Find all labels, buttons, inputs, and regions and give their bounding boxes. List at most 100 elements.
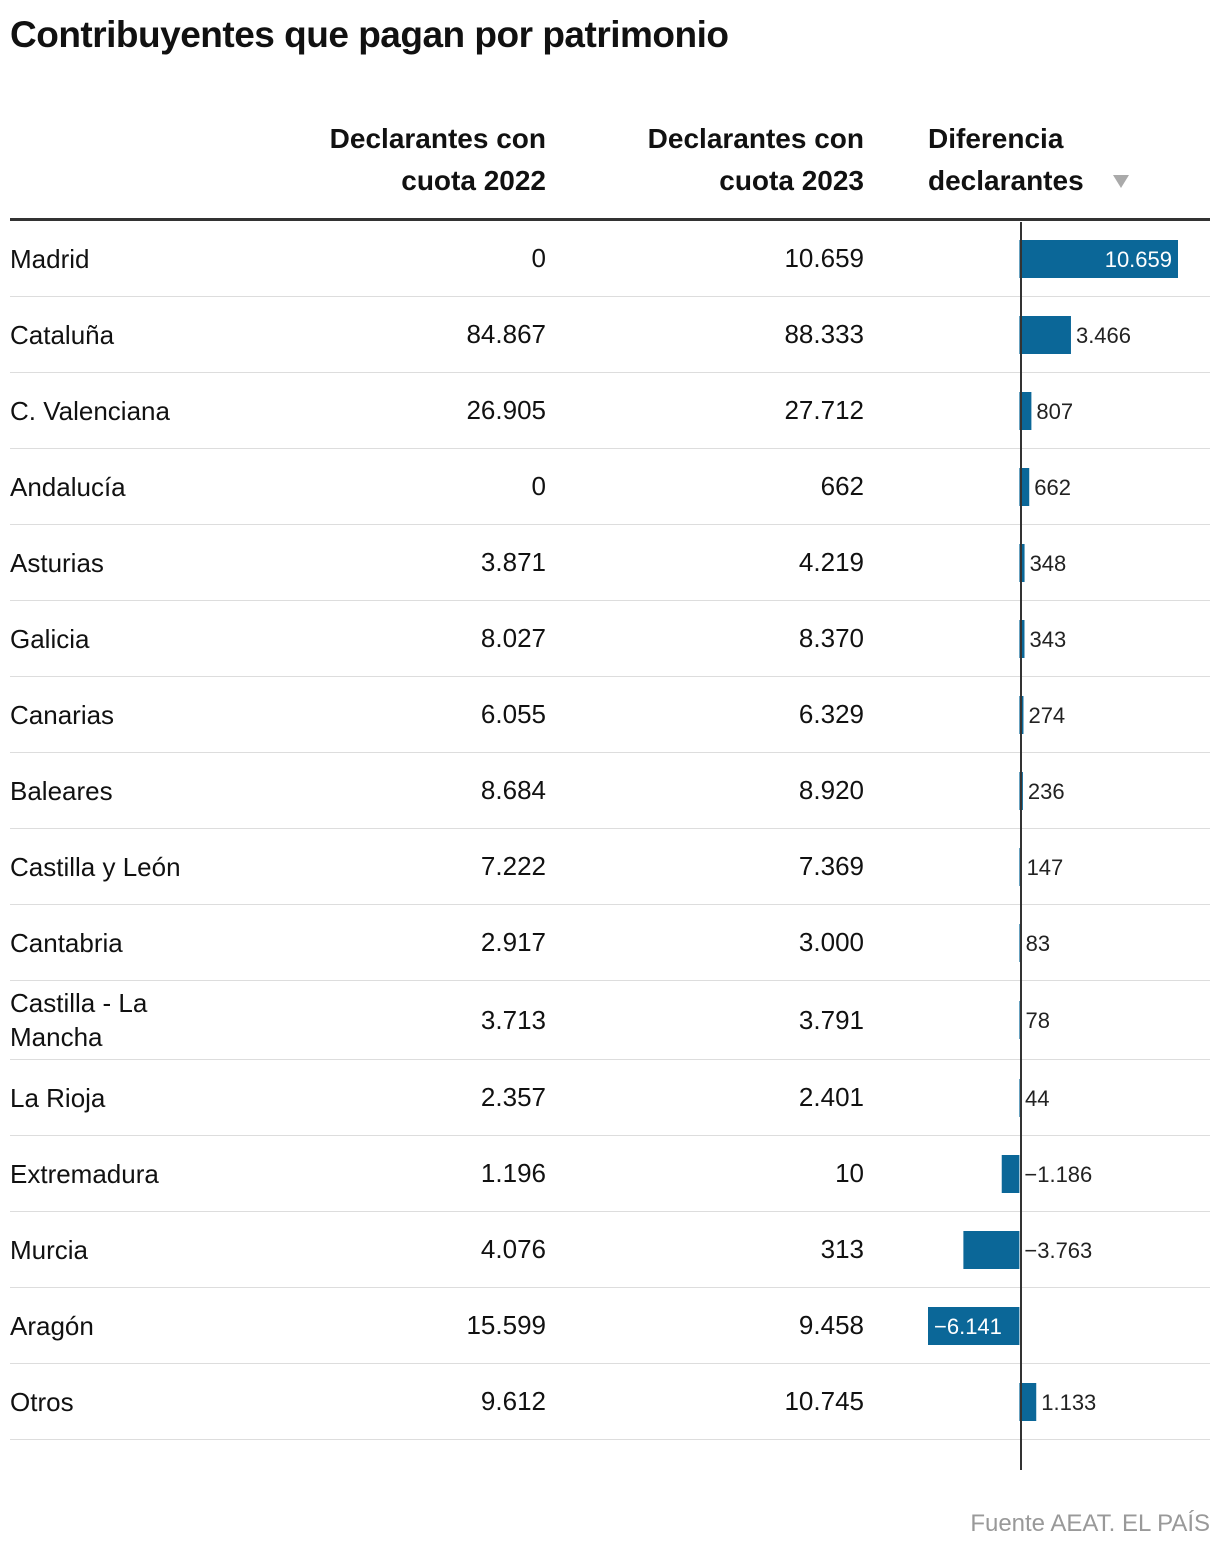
bar: [1019, 1078, 1021, 1117]
table-header: Declarantes con cuota 2022 Declarantes c…: [10, 118, 1210, 221]
cell: Asturias: [10, 547, 104, 578]
bar: [1019, 315, 1071, 354]
cell: 15.599: [466, 1310, 546, 1340]
table-row: La Rioja 2.357 2.401 44: [10, 1060, 1210, 1136]
cell: 2.357: [480, 1082, 546, 1112]
cell: 1.196: [480, 1158, 546, 1188]
cell: 2.917: [480, 927, 546, 957]
value-label: 83: [1026, 930, 1050, 955]
cell: La Rioja: [10, 1082, 106, 1113]
cell: 3.000: [798, 927, 864, 957]
cell: 0: [531, 243, 546, 273]
table-row: Castilla y León 7.222 7.369 147: [10, 829, 1210, 905]
cell: Aragón: [10, 1310, 94, 1341]
cell: 8.370: [798, 623, 864, 653]
source: Fuente AEAT. EL PAÍS: [970, 1510, 1210, 1537]
table-row: Otros 9.612 10.745 1.133: [10, 1364, 1210, 1440]
table-row: Extremadura 1.196 10 −1.186: [10, 1136, 1210, 1212]
cell: Castilla - La Mancha: [10, 988, 148, 1052]
cell: Cataluña: [10, 319, 115, 350]
cell: 6.329: [798, 699, 864, 729]
value-label: 3.466: [1076, 322, 1131, 347]
bar-cell: 44: [1019, 1078, 1050, 1117]
cell: Andalucía: [10, 471, 126, 502]
cell: Madrid: [10, 243, 90, 274]
cell: 7.369: [798, 851, 864, 881]
table-row: Aragón 15.599 9.458 −6.141: [10, 1288, 1210, 1364]
header: Declarantes con cuota 2022: [329, 123, 546, 196]
value-label: −3.763: [1024, 1237, 1092, 1262]
bar-cell: 83: [1019, 923, 1050, 962]
bar-cell: 78: [1019, 1001, 1050, 1039]
cell: 4.219: [798, 547, 864, 577]
table-body: Madrid 0 10.659 10.659 Cataluña 84.867 88.333 3…: [10, 221, 1210, 1440]
bar-cell: 807: [1019, 391, 1073, 430]
value-label: 236: [1028, 778, 1065, 803]
value-label: 10.659: [1105, 246, 1172, 271]
bar: [1019, 391, 1032, 430]
value-label: 147: [1027, 854, 1064, 879]
bar-cell: 348: [1019, 543, 1067, 582]
bar: [1019, 1382, 1037, 1421]
table-row: Asturias 3.871 4.219 348: [10, 525, 1210, 601]
bar: [1019, 467, 1030, 506]
bar: [1019, 619, 1025, 658]
table-row: Cataluña 84.867 88.333 3.466: [10, 297, 1210, 373]
value-label: 807: [1036, 398, 1073, 423]
cell: Cantabria: [10, 927, 123, 958]
value-label: 662: [1034, 474, 1071, 499]
bar-cell: 662: [1019, 467, 1071, 506]
cell: 8.684: [480, 775, 546, 805]
table-row: Canarias 6.055 6.329 274: [10, 677, 1210, 753]
cell: 84.867: [466, 319, 546, 349]
cell: 3.713: [480, 1004, 546, 1035]
cell: 4.076: [480, 1234, 546, 1264]
bar-cell: 10.659: [1019, 239, 1178, 278]
cell: C. Valenciana: [10, 395, 170, 426]
bar: [928, 1306, 1020, 1345]
cell: 3.871: [480, 547, 546, 577]
cell: 313: [820, 1234, 864, 1264]
cell: 3.791: [798, 1004, 864, 1035]
table-row: Andalucía 0 662 662: [10, 449, 1210, 525]
bar-cell: 274: [1019, 695, 1065, 734]
header: Declarantes con cuota 2023: [647, 123, 864, 196]
value-label: −1.186: [1024, 1161, 1092, 1186]
table-row: Baleares 8.684 8.920 236: [10, 753, 1210, 829]
bar-cell: 1.133: [1019, 1382, 1096, 1421]
bar: [1001, 1154, 1020, 1193]
table-row: Murcia 4.076 313 −3.763: [10, 1212, 1210, 1288]
value-label: 343: [1029, 626, 1066, 651]
cell: Extremadura: [10, 1158, 159, 1189]
value-label: 78: [1026, 1008, 1050, 1033]
cell: Galicia: [10, 623, 90, 654]
table-row: Castilla - La Mancha 3.713 3.791 78: [10, 981, 1210, 1060]
cell: Castilla y León: [10, 851, 181, 882]
bar-cell: 3.466: [1019, 315, 1131, 354]
cell: 10: [835, 1158, 864, 1188]
bar: [1019, 543, 1025, 582]
zero-line: [1020, 222, 1022, 1470]
cell: 662: [820, 471, 864, 501]
value-label: 274: [1028, 702, 1065, 727]
cell: 8.920: [798, 775, 864, 805]
table-row: Madrid 0 10.659 10.659: [10, 221, 1210, 297]
value-label: 348: [1030, 550, 1067, 575]
cell: 10.745: [784, 1386, 864, 1416]
cell: Otros: [10, 1386, 74, 1417]
cell: 8.027: [480, 623, 546, 653]
header: Diferencia declarantes: [928, 123, 1084, 196]
cell: 27.712: [784, 395, 864, 425]
sort-icon[interactable]: [1112, 173, 1130, 189]
cell: 88.333: [784, 319, 864, 349]
bar: [963, 1230, 1020, 1269]
cell: Murcia: [10, 1234, 89, 1265]
cell: 10.659: [784, 243, 864, 273]
table-row: C. Valenciana 26.905 27.712 807: [10, 373, 1210, 449]
bar: [1019, 239, 1178, 278]
bar-cell: 147: [1019, 847, 1064, 886]
cell: 26.905: [466, 395, 546, 425]
bar-cell: 236: [1019, 771, 1065, 810]
cell: 9.458: [798, 1310, 864, 1340]
